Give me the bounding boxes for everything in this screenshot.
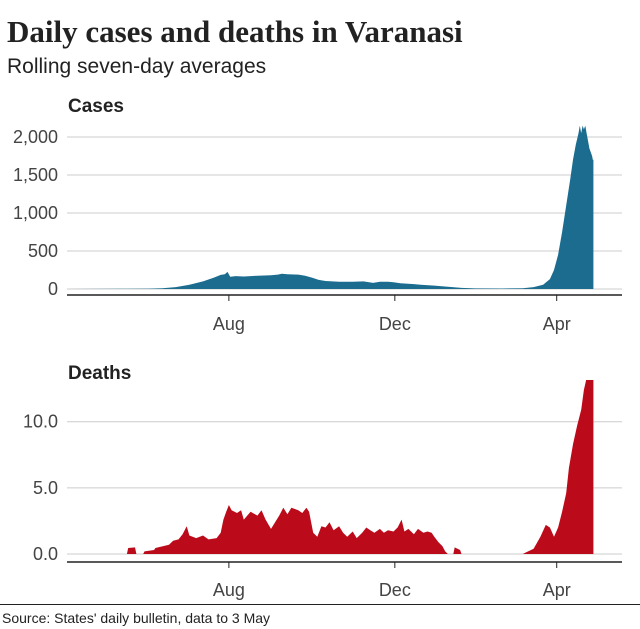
- cases-x-tick-label: Aug: [213, 314, 245, 334]
- cases-y-tick-label: 500: [28, 241, 58, 261]
- deaths-x-tick-label: Dec: [379, 580, 411, 600]
- cases-y-tick-label: 2,000: [13, 127, 58, 147]
- cases-x-tick-label: Apr: [543, 314, 571, 334]
- deaths-chart: 0.0 5.0 10.0 Aug Dec Apr: [23, 380, 622, 600]
- deaths-x-tick-label: Aug: [213, 580, 245, 600]
- cases-y-tick-label: 1,000: [13, 203, 58, 223]
- cases-chart: 0 500 1,000 1,500 2,000 Aug Dec Apr: [13, 125, 622, 334]
- deaths-area-series: [67, 380, 594, 554]
- deaths-y-tick-label: 10.0: [23, 412, 58, 432]
- source-note: Source: States' daily bulletin, data to …: [2, 610, 271, 626]
- deaths-panel-title: Deaths: [68, 363, 132, 384]
- cases-y-tick-label: 1,500: [13, 165, 58, 185]
- cases-x-tick-label: Dec: [379, 314, 411, 334]
- chart-subtitle: Rolling seven-day averages: [7, 55, 267, 78]
- cases-y-tick-label: 0: [48, 279, 58, 299]
- deaths-x-tick-label: Apr: [543, 580, 571, 600]
- deaths-y-tick-label: 0.0: [33, 544, 58, 564]
- chart-title: Daily cases and deaths in Varanasi: [7, 14, 463, 49]
- footer-divider: [0, 604, 640, 605]
- deaths-y-tick-label: 5.0: [33, 478, 58, 498]
- cases-panel-title: Cases: [68, 96, 124, 117]
- cases-area-series: [67, 125, 594, 289]
